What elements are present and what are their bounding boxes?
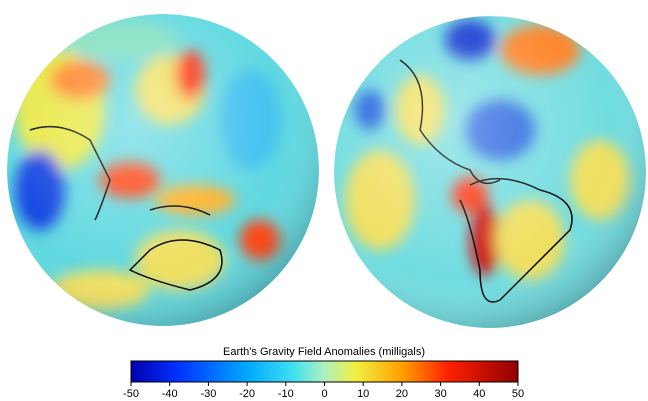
tick-label: -50: [123, 388, 139, 400]
tick-label: 20: [396, 388, 408, 400]
colorbar-ticks: -50 -40 -30 -20 -10 0 10 20 30 40 50: [123, 382, 524, 400]
globe-west: [334, 16, 646, 328]
tick-label: -40: [162, 388, 178, 400]
tick-label: -10: [278, 388, 294, 400]
colorbar-title: Earth's Gravity Field Anomalies (milliga…: [223, 346, 425, 358]
colorbar: [130, 360, 519, 383]
tick-label: 30: [434, 388, 446, 400]
tick-label: 10: [357, 388, 369, 400]
tick-label: -30: [200, 388, 216, 400]
globe-east: [7, 14, 319, 326]
tick-label: -20: [239, 388, 255, 400]
tick-label: 0: [321, 388, 327, 400]
tick-label: 50: [512, 388, 524, 400]
tick-label: 40: [473, 388, 485, 400]
